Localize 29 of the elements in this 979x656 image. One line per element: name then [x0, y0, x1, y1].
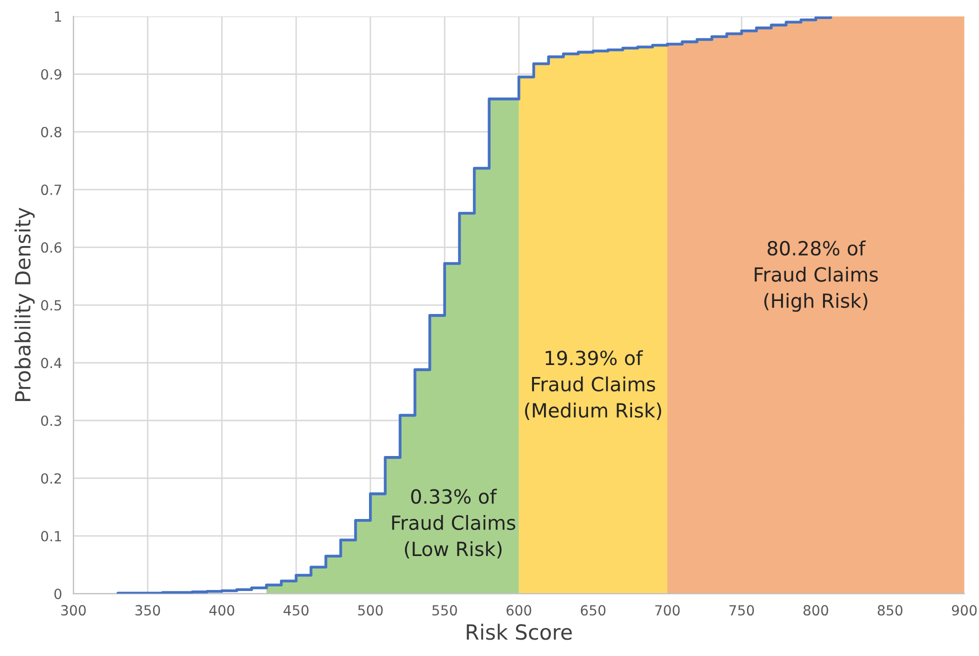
- x-tick-label: 650: [580, 605, 606, 616]
- x-tick-label: 350: [135, 605, 160, 616]
- x-tick-label: 450: [284, 605, 308, 616]
- x-tick-label: 500: [358, 605, 383, 616]
- x-tick-label: 750: [729, 605, 754, 616]
- x-tick-label: 400: [209, 605, 234, 616]
- y-tick-label: 1: [55, 12, 62, 22]
- y-tick-label: 0.4: [41, 358, 62, 368]
- x-tick-label: 700: [655, 605, 680, 616]
- y-tick-label: 0.8: [41, 126, 62, 138]
- y-tick-label: 0.5: [41, 300, 62, 311]
- y-tick-label: 0.2: [41, 473, 61, 484]
- y-tick-label: 0.6: [41, 242, 62, 253]
- x-tick-label: 900: [952, 605, 977, 616]
- y-tick-label: 0: [54, 588, 62, 600]
- x-tick-label: 850: [878, 605, 902, 616]
- x-tick-label: 300: [61, 605, 86, 616]
- y-axis-title: Probability Density: [14, 208, 35, 401]
- annotation: 0.33% of Fraud Claims (Low Risk): [392, 488, 516, 559]
- y-tick-label: 0.7: [41, 184, 62, 196]
- annotation: 80.28% of Fraud Claims (High Risk): [754, 240, 878, 312]
- x-tick-label: 600: [506, 605, 532, 616]
- annotation: 19.39% of Fraud Claims (Medium Risk): [525, 350, 662, 420]
- x-tick-label: 550: [432, 605, 457, 616]
- y-tick-label: 0.9: [41, 69, 62, 80]
- y-tick-label: 0.1: [41, 530, 62, 542]
- y-tick-label: 0.3: [41, 415, 62, 426]
- x-axis-title: Risk Score: [466, 624, 572, 640]
- x-tick-label: 800: [804, 605, 828, 616]
